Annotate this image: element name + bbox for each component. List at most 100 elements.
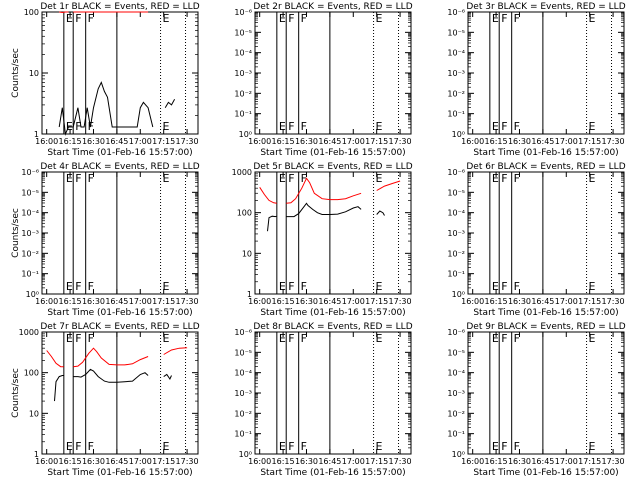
y-tick-label: 10⁻⁵ — [21, 188, 39, 197]
flag-label-bottom: F — [75, 440, 81, 453]
flag-label-bottom: E — [163, 280, 170, 293]
x-tick-label: 16:15 — [59, 137, 82, 146]
plot-frame — [254, 171, 412, 295]
plot-frame — [467, 331, 625, 455]
x-tick-label: 16:00 — [35, 457, 58, 466]
flag-label-top: E — [279, 12, 286, 25]
chart-title: Det 5r BLACK = Events, RED = LLD — [253, 162, 412, 172]
y-tick-label: 10⁻² — [234, 409, 252, 418]
x-tick-label: 17:15 — [152, 457, 175, 466]
x-tick-label: 16:00 — [248, 137, 271, 146]
flag-label-bottom: F — [88, 280, 94, 293]
y-tick-label: 10⁻⁵ — [447, 28, 465, 37]
flag-label-top: F — [288, 172, 294, 185]
flag-label-top: E — [376, 12, 383, 25]
x-tick-label: 17:15 — [578, 457, 601, 466]
y-tick-label: 10⁻⁴ — [21, 209, 39, 218]
y-tick-label: 1 — [247, 290, 252, 299]
flag-label-top: F — [75, 12, 81, 25]
flag-label-bottom: F — [501, 440, 507, 453]
series-line-lld — [376, 180, 401, 191]
x-tick-label: 16:15 — [272, 297, 295, 306]
x-tick-label: 17:15 — [152, 137, 175, 146]
x-tick-label: 17:00 — [342, 297, 365, 306]
x-tick-label: 17:15 — [365, 297, 388, 306]
x-tick-label: 17:00 — [555, 137, 578, 146]
series-line-events — [73, 368, 149, 383]
y-tick-label: 10⁰ — [26, 290, 39, 299]
x-axis-label: Start Time (01-Feb-16 15:57:00) — [473, 148, 618, 158]
flag-label-bottom: F — [514, 440, 520, 453]
x-tick-label: 17:30 — [176, 297, 199, 306]
flag-label-bottom: F — [288, 440, 294, 453]
y-tick-label: 10⁻¹ — [234, 430, 252, 439]
flag-label-bottom: E — [376, 120, 383, 133]
x-tick-label: 16:15 — [485, 457, 508, 466]
chart-panel-4: Det 4r BLACK = Events, RED = LLD Counts/s… — [11, 162, 200, 318]
chart-title: Det 8r BLACK = Events, RED = LLD — [253, 322, 412, 332]
y-tick-label: 10⁰ — [239, 450, 252, 459]
flag-label-bottom: E — [492, 120, 499, 133]
y-tick-label: 1000 — [19, 328, 39, 337]
x-tick-label: 16:30 — [508, 457, 531, 466]
flag-label-bottom: E — [589, 120, 596, 133]
y-tick-label: 10⁻³ — [21, 229, 39, 238]
x-tick-label: 17:15 — [152, 297, 175, 306]
x-tick-label: 17:15 — [578, 297, 601, 306]
flag-label-top: E — [589, 172, 596, 185]
x-tick-label: 17:00 — [129, 137, 152, 146]
chart-title: Det 6r BLACK = Events, RED = LLD — [466, 162, 625, 172]
y-tick-label: 10⁻³ — [447, 229, 465, 238]
x-axis-label: Start Time (01-Feb-16 15:57:00) — [473, 308, 618, 318]
x-tick-label: 16:30 — [508, 137, 531, 146]
flag-label-top: E — [279, 332, 286, 345]
y-tick-label: 10⁻¹ — [234, 110, 252, 119]
flag-label-top: F — [301, 332, 307, 345]
y-tick-label: 10⁻³ — [234, 389, 252, 398]
x-tick-label: 17:30 — [389, 137, 412, 146]
y-axis-label: Counts/sec — [11, 48, 21, 98]
x-tick-label: 16:00 — [35, 297, 58, 306]
x-tick-label: 16:00 — [461, 457, 484, 466]
series-line-events — [163, 373, 172, 381]
x-tick-label: 16:00 — [461, 297, 484, 306]
plot-frame — [41, 11, 199, 135]
y-tick-label: 10⁻⁴ — [447, 369, 465, 378]
x-tick-label: 16:15 — [485, 137, 508, 146]
flag-label-top: E — [492, 332, 499, 345]
x-tick-label: 16:30 — [295, 297, 318, 306]
plot-frame — [41, 331, 199, 455]
flag-label-bottom: E — [279, 440, 286, 453]
flag-label-top: E — [279, 172, 286, 185]
flag-label-bottom: F — [288, 120, 294, 133]
x-tick-label: 17:30 — [176, 137, 199, 146]
chart-title: Det 2r BLACK = Events, RED = LLD — [253, 2, 412, 12]
x-tick-label: 16:45 — [105, 297, 128, 306]
flag-label-bottom: E — [376, 440, 383, 453]
flag-label-top: F — [75, 172, 81, 185]
x-tick-label: 16:45 — [531, 297, 554, 306]
y-tick-label: 10⁻³ — [447, 389, 465, 398]
x-tick-label: 16:45 — [318, 297, 341, 306]
x-axis-label: Start Time (01-Feb-16 15:57:00) — [473, 468, 618, 478]
chart-title: Det 9r BLACK = Events, RED = LLD — [466, 322, 625, 332]
y-tick-label: 100 — [237, 209, 252, 218]
series-line-events — [164, 99, 176, 108]
x-tick-label: 16:30 — [295, 137, 318, 146]
flag-label-bottom: F — [301, 280, 307, 293]
x-tick-label: 17:30 — [602, 297, 625, 306]
y-tick-label: 10⁻⁵ — [234, 28, 252, 37]
y-tick-label: 10⁻³ — [234, 69, 252, 78]
x-tick-label: 16:00 — [35, 137, 58, 146]
series-line-lld — [286, 177, 362, 204]
x-tick-label: 17:00 — [555, 457, 578, 466]
y-tick-label: 10⁻¹ — [447, 430, 465, 439]
x-tick-label: 16:15 — [485, 297, 508, 306]
y-tick-label: 100 — [24, 8, 39, 17]
chart-title: Det 7r BLACK = Events, RED = LLD — [40, 322, 199, 332]
chart-title: Det 3r BLACK = Events, RED = LLD — [466, 2, 625, 12]
series-line-lld — [46, 350, 64, 368]
flag-label-bottom: E — [589, 440, 596, 453]
flag-label-bottom: E — [279, 120, 286, 133]
flag-label-top: E — [66, 12, 73, 25]
